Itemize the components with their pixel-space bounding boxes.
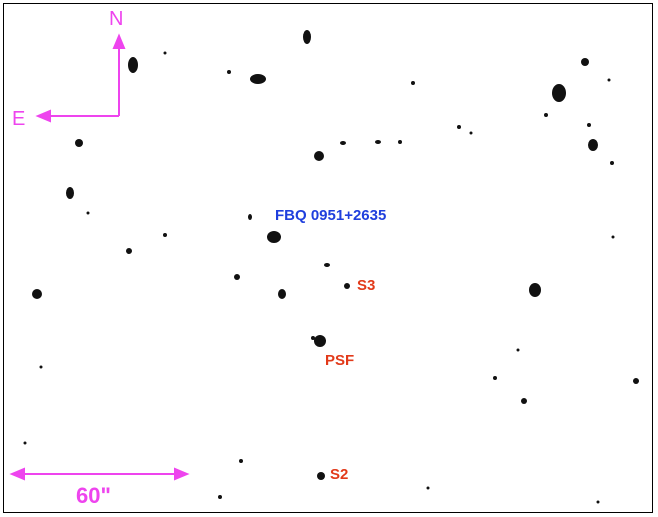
s2-label: S2: [330, 466, 349, 483]
star: [529, 283, 541, 297]
star: [248, 214, 252, 220]
star: [227, 70, 231, 74]
star: [375, 140, 381, 144]
star: [469, 131, 473, 135]
target-label: FBQ 0951+2635: [275, 207, 387, 224]
star: [324, 263, 330, 267]
star: [521, 398, 527, 404]
star: [611, 235, 615, 239]
image-frame: [3, 3, 653, 513]
star: [588, 139, 598, 151]
compass-arrows: [35, 33, 126, 123]
star: [86, 211, 90, 215]
star: [128, 57, 138, 73]
star: [303, 30, 311, 44]
star: [126, 248, 132, 254]
star: [607, 78, 611, 82]
star: [23, 441, 27, 445]
star: [493, 376, 497, 380]
star: [66, 187, 74, 199]
star: [552, 84, 566, 102]
star: [218, 495, 222, 499]
psf-label: PSF: [325, 352, 355, 369]
east-label: E: [12, 108, 26, 130]
star: [317, 472, 325, 480]
star: [398, 140, 402, 144]
s3-label: S3: [357, 277, 376, 294]
star: [314, 335, 326, 347]
star: [344, 283, 350, 289]
star: [239, 459, 243, 463]
scale-bar: [9, 467, 190, 481]
star: [267, 231, 281, 243]
star: [163, 233, 167, 237]
star: [234, 274, 240, 280]
star: [314, 151, 324, 161]
star: [340, 141, 346, 145]
star: [75, 139, 83, 147]
star: [587, 123, 591, 127]
scale-bar-label: 60": [76, 483, 111, 508]
star: [544, 113, 548, 117]
star: [39, 365, 43, 369]
star: [516, 348, 520, 352]
star: [32, 289, 42, 299]
star: [311, 336, 315, 340]
star: [457, 125, 461, 129]
star: [581, 58, 589, 66]
north-label: N: [109, 8, 124, 30]
star: [610, 161, 614, 165]
star: [411, 81, 415, 85]
star: [278, 289, 286, 299]
star: [163, 51, 167, 55]
star: [633, 378, 639, 384]
star: [250, 74, 266, 84]
star: [596, 500, 600, 504]
star: [426, 486, 430, 490]
